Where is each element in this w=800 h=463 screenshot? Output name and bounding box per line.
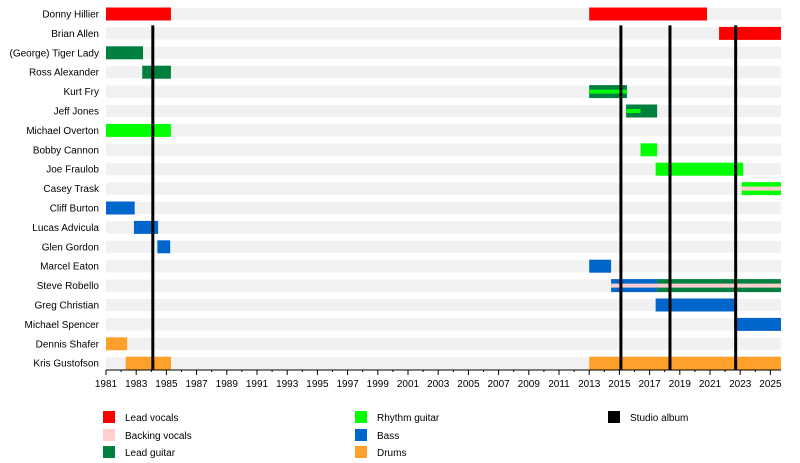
- legend-label-lead-guitar: Lead guitar: [125, 448, 176, 458]
- member-name: Donny Hillier: [42, 10, 99, 21]
- bar-inner-rhythm-guitar: [589, 89, 627, 94]
- bar-lead-guitar: [106, 46, 143, 60]
- x-tick-label: 2001: [397, 379, 420, 390]
- bar-lead-vocals: [719, 26, 781, 40]
- member-name: Michael Spencer: [25, 320, 100, 331]
- legend-swatch-backing-vocals: [103, 429, 115, 441]
- row-background: [106, 260, 781, 273]
- x-tick-label: 1981: [95, 379, 118, 390]
- member-name: Cliff Burton: [50, 204, 99, 215]
- legend-label-rhythm-guitar: Rhythm guitar: [377, 413, 440, 424]
- member-name: Brian Allen: [51, 29, 99, 40]
- row-background: [106, 105, 781, 117]
- member-name: Greg Christian: [35, 301, 99, 312]
- member-name: Jeff Jones: [54, 107, 99, 118]
- row-background: [106, 299, 781, 311]
- member-name: Joe Fraulob: [46, 165, 99, 176]
- row-background: [106, 221, 781, 234]
- row-background: [106, 182, 781, 195]
- legend-label-studio-album: Studio album: [630, 413, 688, 424]
- bar-inner-backing-vocals: [611, 283, 658, 288]
- legend-label-backing-vocals: Backing vocals: [125, 431, 192, 442]
- legend-swatch-lead-vocals: [103, 411, 115, 423]
- member-name: Kurt Fry: [63, 87, 99, 98]
- bar-lead-vocals: [589, 7, 707, 21]
- bar-inner-backing-vocals: [657, 283, 781, 288]
- x-tick-label: 2009: [518, 379, 541, 390]
- row-background: [106, 124, 781, 137]
- x-tick-label: 1999: [367, 379, 390, 390]
- bar-drums: [106, 337, 128, 351]
- x-tick-label: 1987: [185, 379, 208, 390]
- bar-bass: [106, 201, 135, 215]
- legend-swatch-rhythm-guitar: [355, 411, 367, 423]
- member-name: Dennis Shafer: [36, 339, 100, 350]
- x-tick-label: 2023: [729, 379, 752, 390]
- bar-rhythm-guitar: [640, 143, 658, 157]
- bar-lead-guitar: [142, 65, 171, 79]
- x-tick-label: 1997: [336, 379, 359, 390]
- x-tick-label: 1991: [246, 379, 269, 390]
- x-tick-label: 1983: [125, 379, 148, 390]
- row-background: [106, 337, 781, 350]
- x-tick-label: 2003: [427, 379, 450, 390]
- member-name: (George) Tiger Lady: [10, 48, 100, 59]
- legend-label-lead-vocals: Lead vocals: [125, 413, 178, 424]
- bar-inner-rhythm-guitar: [626, 109, 641, 113]
- row-background: [106, 240, 781, 253]
- row-background: [106, 143, 781, 156]
- legend-swatch-drums: [355, 446, 367, 458]
- x-tick-label: 2015: [608, 379, 631, 390]
- bar-bass: [589, 259, 612, 273]
- x-tick-label: 2007: [487, 379, 510, 390]
- legend-label-bass: Bass: [377, 431, 399, 442]
- legend-swatch-studio-album: [608, 411, 620, 423]
- bar-inner-backing-vocals: [741, 186, 781, 191]
- x-tick-label: 2021: [699, 379, 722, 390]
- bar-bass: [133, 220, 159, 234]
- row-background: [106, 163, 781, 176]
- row-background: [106, 27, 781, 40]
- member-name: Bobby Cannon: [33, 145, 99, 156]
- legend-swatch-bass: [355, 429, 367, 441]
- row-background: [106, 318, 781, 331]
- member-name: Ross Alexander: [29, 68, 100, 79]
- legend-label-drums: Drums: [377, 448, 406, 458]
- legend-swatch-lead-guitar: [103, 446, 115, 458]
- row-background: [106, 85, 781, 98]
- x-tick-label: 2025: [759, 379, 782, 390]
- x-tick-label: 2017: [638, 379, 661, 390]
- member-name: Michael Overton: [26, 126, 99, 137]
- bar-rhythm-guitar: [655, 162, 744, 176]
- x-tick-label: 1989: [216, 379, 239, 390]
- row-background: [106, 46, 781, 59]
- bar-rhythm-guitar: [106, 123, 171, 137]
- x-tick-label: 2005: [457, 379, 480, 390]
- bar-drums: [125, 356, 171, 370]
- row-background: [106, 202, 781, 214]
- bar-bass: [655, 298, 736, 312]
- x-tick-label: 1995: [306, 379, 329, 390]
- member-name: Lucas Advicula: [32, 223, 99, 234]
- bar-drums: [589, 356, 781, 370]
- bar-bass: [157, 240, 171, 254]
- bar-lead-vocals: [106, 7, 171, 21]
- row-background: [106, 66, 781, 79]
- x-tick-label: 2013: [578, 379, 601, 390]
- x-tick-label: 2011: [548, 379, 570, 390]
- x-tick-label: 1985: [155, 379, 178, 390]
- member-name: Steve Robello: [37, 281, 100, 292]
- member-name: Casey Trask: [43, 184, 100, 195]
- x-tick-label: 2019: [669, 379, 692, 390]
- member-name: Glen Gordon: [42, 242, 99, 253]
- member-name: Kris Gustofson: [33, 359, 99, 370]
- x-tick-label: 1993: [276, 379, 299, 390]
- bar-bass: [734, 317, 781, 331]
- member-name: Marcel Eaton: [40, 262, 99, 273]
